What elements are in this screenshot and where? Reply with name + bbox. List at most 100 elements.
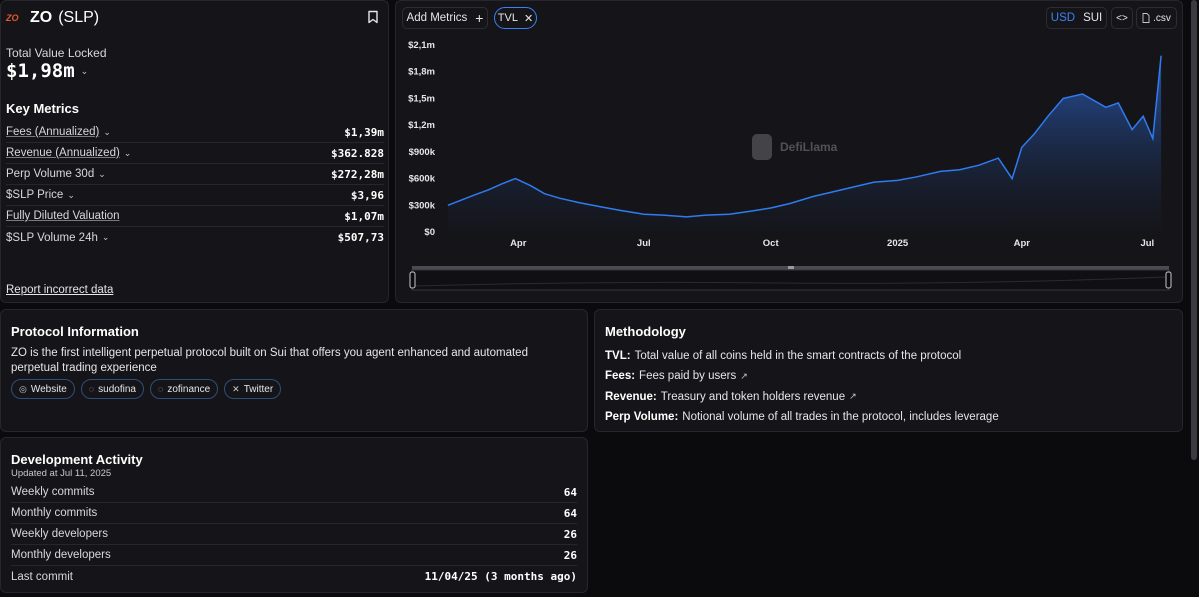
brush-handle-left[interactable] [409, 271, 416, 289]
protocol-name: ZO [30, 9, 53, 26]
development-activity-updated: Updated at Jul 11, 2025 [11, 468, 112, 479]
protocol-information-title: Protocol Information [11, 324, 139, 339]
scrollbar-thumb[interactable] [1191, 0, 1197, 460]
tvl-line [447, 55, 1162, 218]
key-metric-label[interactable]: Revenue (Annualized) ⌄ [6, 147, 132, 159]
dev-activity-value: 64 [563, 485, 577, 499]
globe-icon: ◎ [19, 383, 27, 394]
plus-icon: + [475, 10, 484, 26]
currency-sui-button[interactable]: SUI [1083, 12, 1103, 24]
methodology-key: Fees: [605, 370, 636, 383]
github-icon: ◌ [157, 384, 164, 394]
page-scrollbar[interactable] [1188, 0, 1199, 597]
methodology-item: Perp Volume: Notional volume of all trade… [605, 407, 999, 427]
methodology-key: Revenue: [605, 390, 657, 403]
dev-activity-label: Monthly commits [11, 507, 98, 519]
github-icon: ◌ [88, 384, 95, 394]
methodology-panel: Methodology TVL: Total value of all coins… [594, 309, 1183, 432]
y-tick-label: $1,5m [408, 93, 435, 104]
tvl-value: $1,98m [6, 60, 75, 82]
dev-activity-label: Weekly developers [11, 528, 108, 540]
methodology-title: Methodology [605, 324, 686, 339]
methodology-key: TVL: [605, 350, 631, 363]
embed-icon: <> [1116, 12, 1128, 24]
key-metrics-title: Key Metrics [6, 101, 79, 116]
x-tick-label: Jul [1140, 238, 1154, 249]
protocol-description: ZO is the first intelligent perpetual pr… [11, 347, 528, 374]
methodology-text: Total value of all coins held in the sma… [634, 350, 962, 363]
methodology-text: Notional volume of all trades in the pro… [682, 411, 999, 424]
tvl-chart[interactable]: DefiLlama $0 $300k $600k $900k $1,2m $1,5m $1,… [396, 31, 1182, 293]
protocol-logo: ZO [6, 13, 19, 23]
x-tick-label: Jul [637, 238, 651, 249]
key-metric-row: Revenue (Annualized) ⌄ $362.828 [6, 143, 384, 164]
chevron-down-icon[interactable]: ⌄ [123, 147, 132, 158]
protocol-title: ZO ZO (SLP) [6, 9, 99, 27]
x-tick-label: Oct [763, 238, 780, 249]
defillama-watermark: DefiLlama [752, 134, 838, 160]
tvl-area [447, 55, 1162, 233]
methodology-item: TVL: Total value of all coins held in the… [605, 346, 999, 366]
development-activity-panel: Development Activity Updated at Jul 11, … [0, 437, 588, 593]
protocol-link-label: Website [30, 383, 67, 395]
embed-button[interactable]: <> [1111, 7, 1133, 29]
y-tick-label: $1,8m [408, 67, 435, 78]
external-link-icon[interactable]: ↗ [849, 391, 857, 402]
y-tick-label: $1,2m [408, 120, 435, 131]
key-metric-value: $1,39m [344, 125, 384, 139]
close-icon[interactable]: ✕ [523, 12, 534, 25]
y-tick-label: $300k [409, 200, 436, 211]
protocol-link-twitter[interactable]: ✕ Twitter [224, 379, 282, 399]
key-metric-row: $SLP Price ⌄ $3,96 [6, 185, 384, 206]
chevron-down-icon[interactable]: ⌄ [101, 232, 110, 242]
key-metric-label[interactable]: Fees (Annualized) ⌄ [6, 126, 111, 138]
file-icon [1142, 13, 1150, 23]
chevron-down-icon: ⌄ [80, 65, 89, 76]
x-tick-label: 2025 [887, 238, 909, 249]
key-metric-label[interactable]: $SLP Price ⌄ [6, 189, 75, 201]
protocol-link-zofinance[interactable]: ◌ zofinance [149, 379, 219, 399]
key-metric-label[interactable]: Fully Diluted Valuation [6, 210, 120, 222]
download-csv-button[interactable]: .csv [1136, 7, 1177, 29]
key-metric-row: $SLP Volume 24h ⌄ $507,73 [6, 227, 384, 248]
protocol-link-sudofina[interactable]: ◌ sudofina [80, 379, 144, 399]
development-activity-title: Development Activity [11, 452, 143, 467]
key-metric-row: Fees (Annualized) ⌄ $1,39m [6, 122, 384, 143]
methodology-item: Revenue: Treasury and token holders reven… [605, 387, 999, 407]
report-incorrect-data-link[interactable]: Report incorrect data [6, 284, 114, 296]
key-metric-value: $272,28m [331, 167, 384, 181]
development-activity-list: Weekly commits 64 Monthly commits 64 Weekly … [11, 482, 577, 587]
methodology-text: Treasury and token holders revenue [660, 390, 846, 403]
dev-activity-value: 26 [563, 548, 577, 562]
tvl-label: Total Value Locked [6, 46, 107, 60]
tvl-metric-chip[interactable]: TVL ✕ [494, 7, 537, 29]
add-metrics-button[interactable]: Add Metrics + [402, 7, 488, 29]
protocol-links: ◎ Website ◌ sudofina ◌ zofinance ✕ Twitter [11, 379, 282, 399]
protocol-symbol: (SLP) [58, 9, 100, 26]
methodology-item: Fees: Fees paid by users ↗ [605, 366, 999, 386]
tvl-value-toggle[interactable]: $1,98m ⌄ [6, 60, 88, 82]
add-metrics-label: Add Metrics [406, 12, 468, 24]
external-link-icon[interactable]: ↗ [740, 370, 748, 381]
key-metric-label[interactable]: $SLP Volume 24h ⌄ [6, 231, 110, 244]
y-tick-label: $600k [409, 174, 436, 185]
key-metric-value: $507,73 [337, 231, 384, 244]
y-tick-label: $2,1m [408, 40, 435, 51]
x-tick-label: Apr [1014, 238, 1031, 249]
key-metric-label[interactable]: Perp Volume 30d ⌄ [6, 168, 106, 180]
brush-grip-icon [788, 266, 794, 269]
brush-handle-right[interactable] [1165, 271, 1172, 289]
key-metric-value: $1,07m [344, 209, 384, 223]
key-metric-value: $362.828 [331, 146, 384, 160]
watermark-text: DefiLlama [780, 140, 838, 154]
range-brush[interactable] [409, 266, 1172, 291]
chart-panel: Add Metrics + TVL ✕ USD SUI <> .csv Defi… [395, 0, 1183, 303]
summary-panel: ZO ZO (SLP) Total Value Locked $1,98m ⌄ … [0, 0, 389, 303]
chevron-down-icon[interactable]: ⌄ [67, 189, 75, 200]
protocol-link-website[interactable]: ◎ Website [11, 379, 75, 399]
key-metric-value: $3,96 [350, 188, 384, 202]
currency-usd-button[interactable]: USD [1050, 12, 1076, 24]
chevron-down-icon[interactable]: ⌄ [98, 168, 106, 179]
bookmark-icon[interactable] [366, 10, 380, 24]
chevron-down-icon[interactable]: ⌄ [103, 126, 111, 137]
